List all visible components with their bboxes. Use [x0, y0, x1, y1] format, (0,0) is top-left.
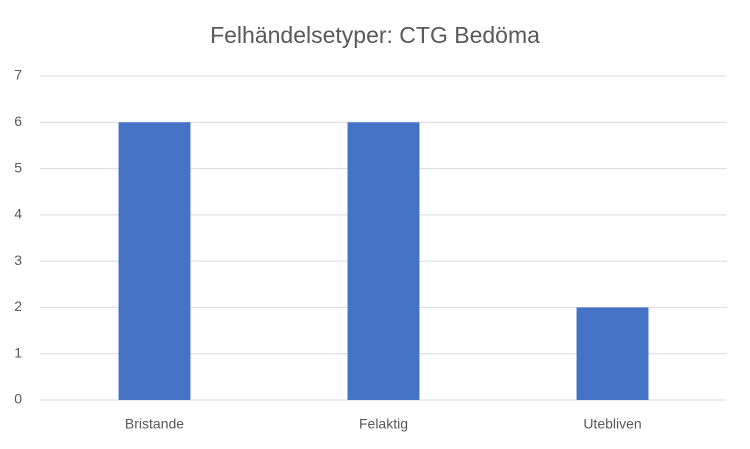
- x-tick-label: Felaktig: [359, 416, 408, 432]
- x-tick-label: Bristande: [125, 416, 184, 432]
- y-tick-label: 4: [14, 206, 22, 222]
- y-tick-label: 5: [14, 159, 22, 175]
- y-tick-label: 1: [14, 344, 22, 360]
- bar: [347, 122, 420, 401]
- y-tick-label: 3: [14, 252, 22, 268]
- bar: [576, 307, 649, 400]
- y-tick-label: 2: [14, 298, 22, 314]
- y-tick-label: 0: [14, 391, 22, 407]
- x-tick-label: Utebliven: [583, 416, 641, 432]
- y-tick-label: 6: [14, 113, 22, 129]
- chart-title: Felhändelsetyper: CTG Bedöma: [210, 22, 540, 48]
- bar: [118, 122, 191, 401]
- y-tick-label: 7: [14, 67, 22, 83]
